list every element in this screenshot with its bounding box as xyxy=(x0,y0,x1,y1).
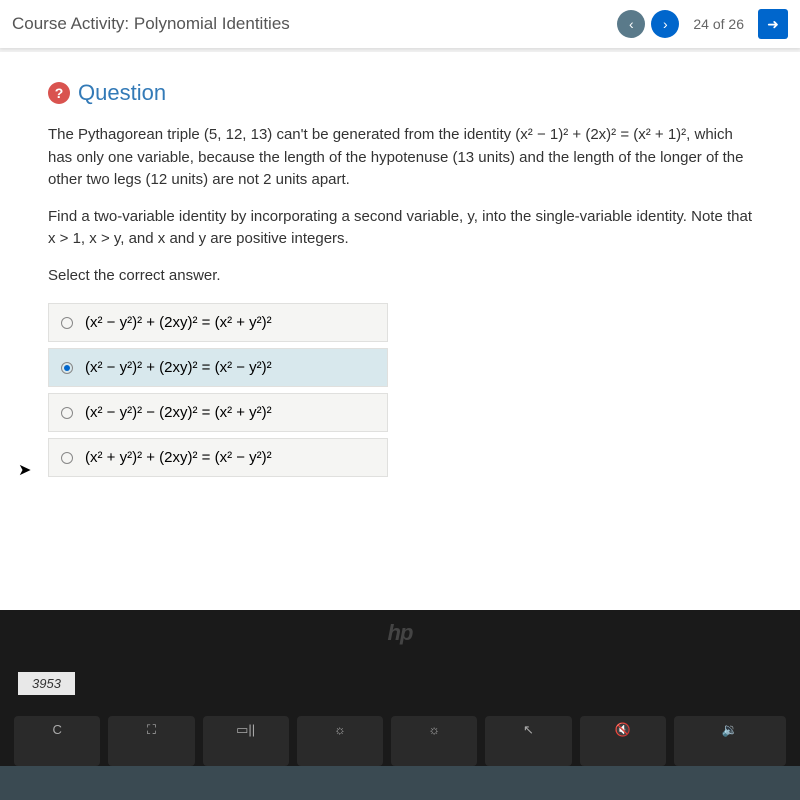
chevron-left-icon: ‹ xyxy=(629,16,634,32)
key-brightness-up[interactable]: ☼ xyxy=(391,716,477,766)
answer-text: (x² − y²)² + (2xy)² = (x² + y²)² xyxy=(85,314,272,331)
content-area: ? Question The Pythagorean triple (5, 12… xyxy=(0,52,800,610)
hp-logo: hp xyxy=(0,610,800,646)
key-f6[interactable]: ↖ xyxy=(485,716,571,766)
page-sep: of xyxy=(713,16,725,32)
key-overview[interactable]: ▭|| xyxy=(203,716,289,766)
header-bar: Course Activity: Polynomial Identities ‹… xyxy=(0,0,800,48)
question-header: ? Question xyxy=(48,80,752,106)
laptop-body: hp 3953 C ⛶ ▭|| ☼ ☼ ↖ 🔇 🔉 xyxy=(0,610,800,766)
answer-list: (x² − y²)² + (2xy)² = (x² + y²)² (x² − y… xyxy=(48,303,752,477)
radio-icon xyxy=(61,317,73,329)
question-paragraph-1: The Pythagorean triple (5, 12, 13) can't… xyxy=(48,124,752,192)
question-body: The Pythagorean triple (5, 12, 13) can't… xyxy=(48,124,752,287)
answer-option-1[interactable]: (x² − y²)² + (2xy)² = (x² + y²)² xyxy=(48,303,388,342)
question-prompt: Select the correct answer. xyxy=(48,265,752,288)
answer-text: (x² + y²)² + (2xy)² = (x² − y²)² xyxy=(85,449,272,466)
page-total: 26 xyxy=(728,16,744,32)
course-title: Course Activity: Polynomial Identities xyxy=(12,14,617,34)
keyboard: C ⛶ ▭|| ☼ ☼ ↖ 🔇 🔉 xyxy=(0,716,800,766)
question-mark-icon: ? xyxy=(48,82,70,104)
radio-icon xyxy=(61,407,73,419)
prev-button[interactable]: ‹ xyxy=(617,10,645,38)
radio-icon xyxy=(61,362,73,374)
laptop-sticker: 3953 xyxy=(18,672,75,695)
question-paragraph-2: Find a two-variable identity by incorpor… xyxy=(48,206,752,251)
key-brightness-down[interactable]: ☼ xyxy=(297,716,383,766)
page-counter: 24 of 26 xyxy=(693,16,744,32)
key-mute[interactable]: 🔇 xyxy=(580,716,666,766)
next-button[interactable]: › xyxy=(651,10,679,38)
answer-text: (x² − y²)² + (2xy)² = (x² − y²)² xyxy=(85,359,272,376)
key-fullscreen[interactable]: ⛶ xyxy=(108,716,194,766)
key-volume[interactable]: 🔉 xyxy=(674,716,786,766)
page-current: 24 xyxy=(693,16,709,32)
screen-area: Course Activity: Polynomial Identities ‹… xyxy=(0,0,800,610)
answer-option-4[interactable]: (x² + y²)² + (2xy)² = (x² − y²)² xyxy=(48,438,388,477)
cursor-icon: ➤ xyxy=(18,460,31,480)
answer-option-3[interactable]: (x² − y²)² − (2xy)² = (x² + y²)² xyxy=(48,393,388,432)
answer-text: (x² − y²)² − (2xy)² = (x² + y²)² xyxy=(85,404,272,421)
exit-icon: ➜ xyxy=(767,16,779,33)
question-label: Question xyxy=(78,80,166,106)
answer-option-2[interactable]: (x² − y²)² + (2xy)² = (x² − y²)² xyxy=(48,348,388,387)
chevron-right-icon: › xyxy=(663,16,668,32)
radio-icon xyxy=(61,452,73,464)
exit-button[interactable]: ➜ xyxy=(758,9,788,39)
key-refresh[interactable]: C xyxy=(14,716,100,766)
nav-controls: ‹ › 24 of 26 ➜ xyxy=(617,9,788,39)
